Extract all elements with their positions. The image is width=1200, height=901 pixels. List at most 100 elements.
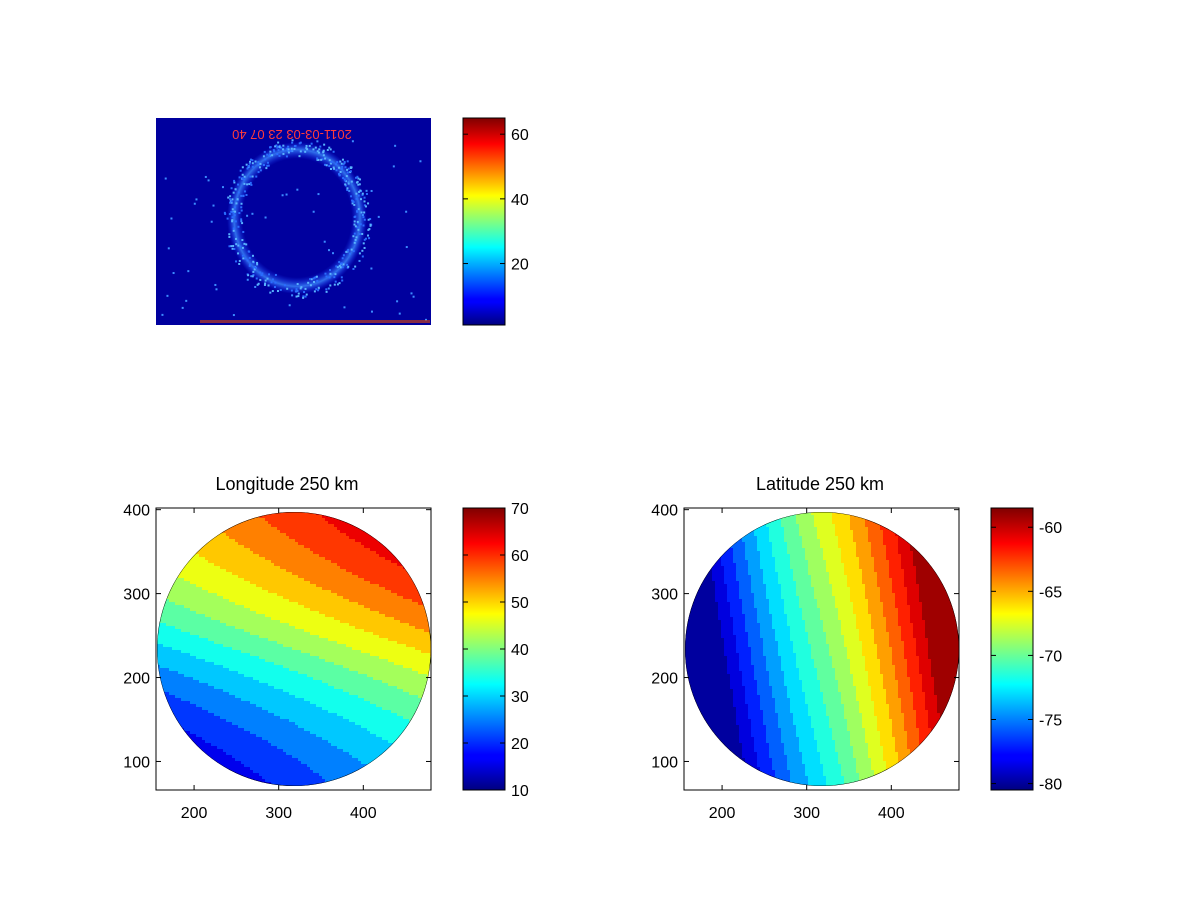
contour-cell (166, 641, 170, 645)
contour-cell (313, 533, 317, 537)
contour-cell (391, 677, 395, 681)
contour-cell (238, 677, 242, 681)
contour-cell (307, 518, 311, 522)
contour-cell (355, 647, 359, 651)
image-speckle (392, 165, 395, 168)
contour-cell (235, 668, 239, 672)
contour-cell (364, 665, 368, 669)
contour-cell (385, 566, 389, 570)
contour-cell (352, 599, 356, 603)
contour-cell (349, 623, 353, 627)
contour-cell (346, 563, 350, 567)
contour-cell (235, 596, 239, 600)
contour-cell (373, 659, 377, 663)
contour-cell (247, 680, 251, 684)
contour-cell (346, 542, 350, 546)
contour-cell (280, 635, 284, 639)
contour-cell (217, 656, 221, 660)
contour-cell (382, 578, 386, 582)
image-speckle (280, 146, 283, 149)
contour-cell (328, 662, 332, 666)
contour-cell (334, 614, 338, 618)
contour-cell (328, 638, 332, 642)
contour-cell (394, 617, 398, 621)
contour-cell (247, 659, 251, 663)
contour-cell (262, 545, 266, 549)
contour-cell (337, 524, 341, 528)
contour-cell (349, 584, 353, 588)
contour-cell (223, 650, 227, 654)
contour-cell (199, 569, 203, 573)
contour-cell (391, 572, 395, 576)
contour-cell (376, 587, 380, 591)
contour-cell (271, 581, 275, 585)
contour-cell (388, 596, 392, 600)
contour-cell (304, 530, 308, 534)
contour-cell (241, 593, 245, 597)
contour-cell (208, 554, 212, 558)
contour-cell (382, 644, 386, 648)
contour-cell (244, 680, 248, 684)
contour-cell (397, 674, 401, 678)
contour-cell (394, 563, 398, 567)
image-speckle (350, 180, 353, 183)
contour-cell (283, 656, 287, 660)
contour-cell (346, 572, 350, 576)
image-speckle (364, 237, 367, 240)
contour-cell (205, 545, 209, 549)
contour-cell (253, 560, 257, 564)
contour-cell (319, 599, 323, 603)
contour-cell (265, 665, 269, 669)
contour-cell (196, 677, 200, 681)
contour-cell (205, 611, 209, 615)
contour-cell (382, 554, 386, 558)
contour-cell (397, 680, 401, 684)
contour-cell (331, 626, 335, 630)
contour-cell (412, 644, 416, 648)
image-speckle (172, 272, 175, 275)
contour-cell (316, 563, 320, 567)
contour-cell (268, 521, 272, 525)
image-speckle (304, 150, 307, 153)
contour-cell (175, 683, 179, 687)
contour-cell (256, 554, 260, 558)
contour-cell (283, 653, 287, 657)
contour-cell (277, 587, 281, 591)
contour-cell (277, 653, 281, 657)
contour-cell (253, 605, 257, 609)
contour-cell (385, 599, 389, 603)
contour-cell (385, 596, 389, 600)
contour-cell (340, 548, 344, 552)
image-colorbar-fill (462, 117, 506, 326)
contour-cell (346, 548, 350, 552)
contour-cell (166, 614, 170, 618)
contour-cell (220, 587, 224, 591)
contour-cell (304, 659, 308, 663)
contour-cell (334, 572, 338, 576)
contour-cell (277, 527, 281, 531)
contour-cell (268, 554, 272, 558)
contour-cell (241, 581, 245, 585)
contour-cell (379, 647, 383, 651)
image-speckle (367, 234, 370, 237)
contour-cell (397, 653, 401, 657)
contour-cell (289, 617, 293, 621)
contour-cell (259, 554, 263, 558)
contour-cell (208, 671, 212, 675)
image-speckle (346, 189, 349, 192)
contour-cell (361, 581, 365, 585)
contour-cell (289, 533, 293, 537)
contour-cell (202, 557, 206, 561)
contour-cell (379, 596, 383, 600)
contour-cell (214, 626, 218, 630)
contour-cell (340, 554, 344, 558)
image-speckle (259, 169, 262, 172)
contour-cell (307, 524, 311, 528)
contour-cell (238, 596, 242, 600)
contour-cell (181, 608, 185, 612)
contour-cell (211, 677, 215, 681)
contour-cell (304, 536, 308, 540)
contour-cell (226, 554, 230, 558)
contour-cell (322, 527, 326, 531)
contour-cell (220, 653, 224, 657)
